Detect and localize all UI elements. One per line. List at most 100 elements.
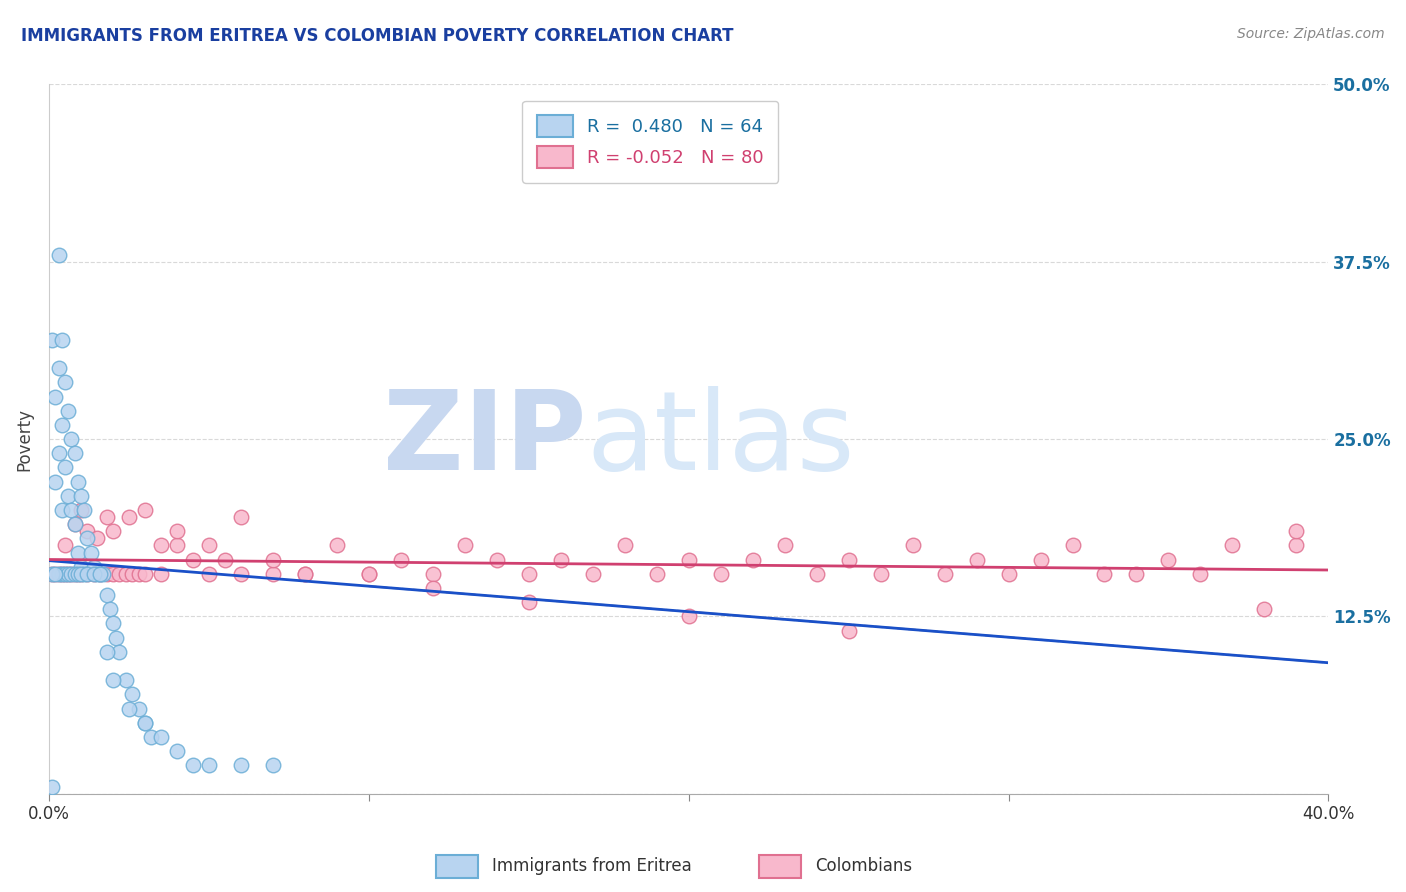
Point — [76, 566, 98, 581]
Point — [1222, 538, 1244, 552]
Point — [105, 631, 128, 645]
Point — [60, 432, 83, 446]
Point — [678, 609, 700, 624]
Point — [53, 566, 76, 581]
Point — [710, 566, 733, 581]
Text: atlas: atlas — [586, 385, 855, 492]
Y-axis label: Poverty: Poverty — [15, 408, 32, 471]
Point — [98, 602, 121, 616]
Text: ZIP: ZIP — [382, 385, 586, 492]
Point — [53, 538, 76, 552]
Point — [454, 538, 477, 552]
Point — [1253, 602, 1275, 616]
Point — [83, 566, 105, 581]
Point — [901, 538, 924, 552]
Point — [60, 503, 83, 517]
Point — [678, 552, 700, 566]
Legend: R =  0.480   N = 64, R = -0.052   N = 80: R = 0.480 N = 64, R = -0.052 N = 80 — [522, 101, 779, 183]
Point — [101, 524, 124, 539]
Point — [294, 566, 316, 581]
Point — [51, 566, 73, 581]
Point — [51, 417, 73, 432]
Point — [422, 566, 444, 581]
Point — [869, 566, 891, 581]
Point — [214, 552, 236, 566]
Point — [773, 538, 796, 552]
Point — [63, 566, 86, 581]
Point — [1189, 566, 1212, 581]
Point — [51, 566, 73, 581]
Point — [41, 566, 63, 581]
Point — [114, 673, 136, 688]
Point — [1062, 538, 1084, 552]
Point — [63, 566, 86, 581]
Point — [48, 247, 70, 261]
Point — [86, 566, 108, 581]
Point — [229, 566, 252, 581]
Point — [645, 566, 668, 581]
Point — [1285, 538, 1308, 552]
Point — [89, 566, 111, 581]
Point — [485, 552, 508, 566]
Point — [134, 715, 156, 730]
Point — [76, 566, 98, 581]
Point — [96, 566, 118, 581]
Point — [229, 758, 252, 772]
Point — [76, 524, 98, 539]
Point — [96, 510, 118, 524]
Point — [101, 673, 124, 688]
Point — [66, 475, 89, 489]
Point — [1094, 566, 1116, 581]
Point — [966, 552, 988, 566]
Point — [357, 566, 380, 581]
Point — [56, 566, 79, 581]
Point — [96, 588, 118, 602]
Point — [89, 566, 111, 581]
Point — [582, 566, 605, 581]
Point — [73, 503, 96, 517]
Point — [1029, 552, 1052, 566]
Point — [166, 744, 188, 758]
Point — [53, 566, 76, 581]
Text: IMMIGRANTS FROM ERITREA VS COLOMBIAN POVERTY CORRELATION CHART: IMMIGRANTS FROM ERITREA VS COLOMBIAN POV… — [21, 27, 734, 45]
Point — [70, 566, 93, 581]
Point — [48, 566, 70, 581]
Point — [838, 624, 860, 638]
Point — [53, 460, 76, 475]
Point — [53, 376, 76, 390]
Point — [96, 645, 118, 659]
Point — [56, 566, 79, 581]
Point — [44, 475, 66, 489]
Point — [1285, 524, 1308, 539]
Point — [108, 566, 131, 581]
Point — [198, 566, 221, 581]
Point — [149, 566, 172, 581]
Point — [48, 361, 70, 376]
Point — [70, 566, 93, 581]
Text: Colombians: Colombians — [815, 857, 912, 875]
Point — [44, 390, 66, 404]
Point — [149, 538, 172, 552]
Point — [121, 687, 143, 701]
Point — [70, 489, 93, 503]
Point — [198, 538, 221, 552]
Text: Source: ZipAtlas.com: Source: ZipAtlas.com — [1237, 27, 1385, 41]
Point — [141, 730, 163, 744]
Point — [128, 566, 150, 581]
Point — [51, 333, 73, 347]
Point — [63, 517, 86, 532]
Point — [181, 758, 204, 772]
Point — [63, 517, 86, 532]
Point — [134, 566, 156, 581]
Point — [101, 616, 124, 631]
Point — [806, 566, 828, 581]
Point — [838, 552, 860, 566]
Point — [1157, 552, 1180, 566]
Point — [121, 566, 143, 581]
Point — [134, 503, 156, 517]
Point — [76, 532, 98, 546]
Point — [44, 566, 66, 581]
Point — [66, 545, 89, 559]
Point — [56, 489, 79, 503]
Point — [262, 552, 284, 566]
